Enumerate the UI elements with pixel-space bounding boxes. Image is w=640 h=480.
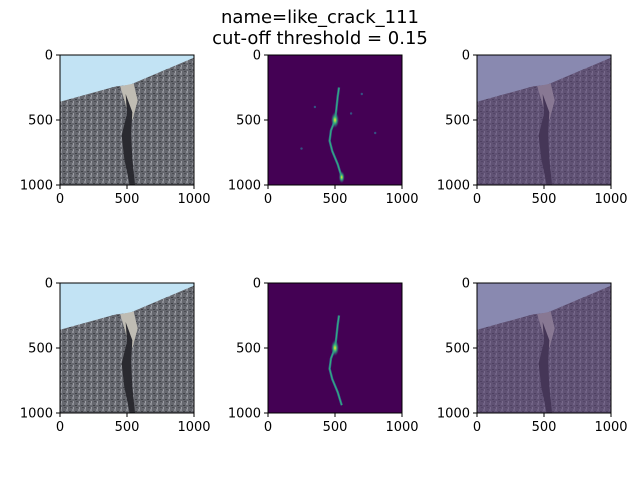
y-tick-label: 500	[445, 114, 470, 129]
x-tick-label: 1000	[594, 192, 627, 207]
broken-edge	[120, 311, 138, 348]
y-tick-label: 0	[45, 49, 53, 64]
x-tick-label: 500	[532, 192, 557, 207]
crack-line	[121, 322, 136, 413]
overlay-tint	[477, 283, 611, 413]
y-tick-label: 500	[236, 114, 261, 129]
noise-speck	[349, 112, 353, 115]
crack-line	[121, 94, 136, 185]
x-tick-label: 500	[532, 420, 557, 435]
y-tick-label: 0	[253, 277, 261, 292]
noise-speck	[313, 105, 317, 109]
y-tick-label: 500	[445, 342, 470, 357]
y-tick-label: 1000	[20, 407, 53, 422]
y-tick-label: 0	[253, 49, 261, 64]
x-tick-label: 0	[264, 192, 272, 207]
x-tick-label: 1000	[385, 420, 418, 435]
y-tick-label: 0	[462, 49, 470, 64]
x-tick-label: 0	[56, 420, 64, 435]
y-tick-label: 1000	[20, 179, 53, 194]
x-tick-label: 0	[473, 192, 481, 207]
x-tick-label: 0	[56, 192, 64, 207]
y-tick-label: 0	[45, 277, 53, 292]
x-tick-label: 500	[115, 192, 140, 207]
y-tick-label: 1000	[437, 407, 470, 422]
x-tick-label: 1000	[177, 420, 210, 435]
broken-edge	[120, 83, 138, 120]
x-tick-label: 1000	[594, 420, 627, 435]
hotspot	[331, 112, 339, 128]
figure-title: name=like_crack_111 cut-off threshold = …	[0, 7, 640, 49]
y-tick-label: 500	[236, 342, 261, 357]
x-tick-label: 500	[115, 420, 140, 435]
x-tick-label: 1000	[177, 192, 210, 207]
x-tick-label: 0	[264, 420, 272, 435]
y-tick-label: 1000	[228, 179, 261, 194]
y-tick-label: 0	[462, 277, 470, 292]
x-tick-label: 1000	[385, 192, 418, 207]
x-tick-label: 500	[323, 192, 348, 207]
y-tick-label: 500	[28, 114, 53, 129]
x-tick-label: 500	[323, 420, 348, 435]
hotspot	[331, 340, 339, 356]
title-name: name=like_crack_111	[221, 7, 419, 28]
y-tick-label: 1000	[228, 407, 261, 422]
noise-speck	[360, 92, 363, 96]
x-tick-label: 0	[473, 420, 481, 435]
noise-speck	[300, 147, 303, 150]
y-tick-label: 1000	[437, 179, 470, 194]
overlay-tint	[477, 55, 611, 185]
y-tick-label: 500	[28, 342, 53, 357]
crack-response-core	[329, 87, 343, 178]
crack-response-core	[329, 315, 343, 406]
noise-speck	[374, 131, 377, 135]
title-threshold: cut-off threshold = 0.15	[212, 28, 428, 49]
hotspot	[338, 171, 345, 184]
